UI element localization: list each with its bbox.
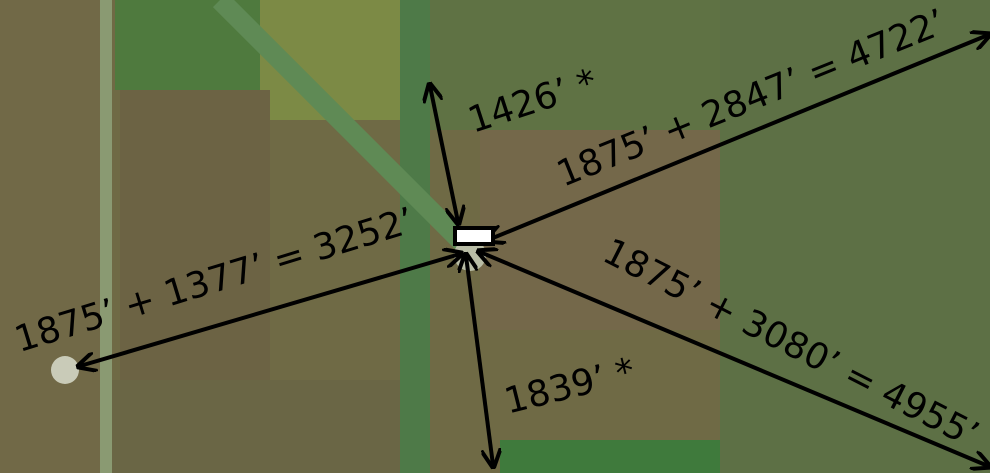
building bbox=[455, 228, 493, 244]
aerial-map: 1426’ * 1875’ + 2847’ = 4722’ 1875’ + 13… bbox=[0, 0, 990, 473]
